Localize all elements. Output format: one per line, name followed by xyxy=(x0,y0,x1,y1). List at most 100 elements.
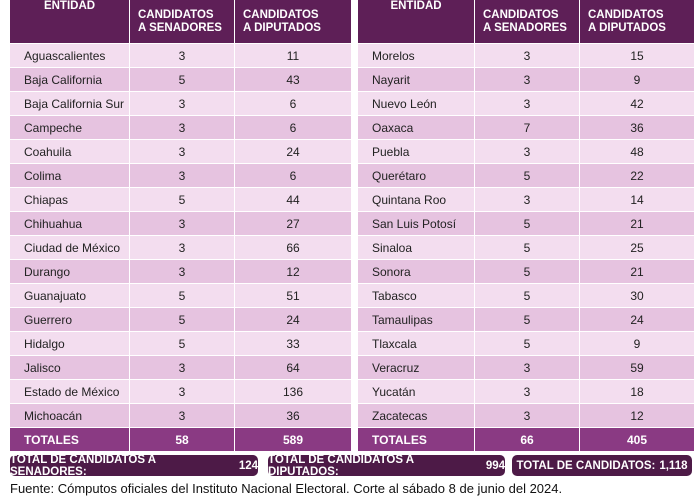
number-cell: 59 xyxy=(580,356,695,380)
state-cell: Colima xyxy=(10,164,130,188)
state-cell: Chiapas xyxy=(10,188,130,212)
number-cell: 6 xyxy=(235,116,352,140)
number-cell: 15 xyxy=(580,44,695,68)
number-cell: 5 xyxy=(475,308,580,332)
number-cell: 3 xyxy=(475,68,580,92)
number-cell: 5 xyxy=(475,236,580,260)
header-text: CANDIDATOS xyxy=(138,8,214,21)
number-cell: 24 xyxy=(580,308,695,332)
state-cell: Tabasco xyxy=(358,284,475,308)
total-cell: TOTALES xyxy=(10,428,130,452)
total-cell: 405 xyxy=(580,428,695,452)
number-cell: 6 xyxy=(235,92,352,116)
state-cell: Querétaro xyxy=(358,164,475,188)
header-text: ENTIDAD xyxy=(390,0,442,12)
number-cell: 51 xyxy=(235,284,352,308)
number-cell: 21 xyxy=(580,260,695,284)
number-cell: 5 xyxy=(475,260,580,284)
state-cell: Jalisco xyxy=(10,356,130,380)
state-cell: Aguascalientes xyxy=(10,44,130,68)
header-text: A DIPUTADOS xyxy=(588,21,666,34)
state-cell: Coahuila xyxy=(10,140,130,164)
number-cell: 6 xyxy=(235,164,352,188)
number-cell: 22 xyxy=(580,164,695,188)
state-cell: Quintana Roo xyxy=(358,188,475,212)
number-cell: 136 xyxy=(235,380,352,404)
number-cell: 3 xyxy=(130,260,235,284)
number-cell: 3 xyxy=(130,140,235,164)
state-cell: Chihuahua xyxy=(10,212,130,236)
number-cell: 3 xyxy=(475,140,580,164)
number-cell: 7 xyxy=(475,116,580,140)
number-cell: 66 xyxy=(235,236,352,260)
total-cell: 66 xyxy=(475,428,580,452)
summary-box: TOTAL DE CANDIDATOS: 1,118 xyxy=(512,455,692,476)
state-cell: Guanajuato xyxy=(10,284,130,308)
number-cell: 5 xyxy=(130,188,235,212)
summary-label: TOTAL DE CANDIDATOS: xyxy=(516,459,656,472)
number-cell: 5 xyxy=(130,308,235,332)
state-cell: Nuevo León xyxy=(358,92,475,116)
number-cell: 3 xyxy=(130,212,235,236)
header-cell: ENTIDAD xyxy=(358,0,475,44)
number-cell: 36 xyxy=(235,404,352,428)
number-cell: 3 xyxy=(475,356,580,380)
number-cell: 3 xyxy=(475,44,580,68)
state-cell: Tlaxcala xyxy=(358,332,475,356)
number-cell: 3 xyxy=(130,380,235,404)
number-cell: 5 xyxy=(130,68,235,92)
state-cell: Estado de México xyxy=(10,380,130,404)
summary-value: 994 xyxy=(485,459,505,472)
number-cell: 11 xyxy=(235,44,352,68)
number-cell: 12 xyxy=(235,260,352,284)
summary-value: 1,118 xyxy=(659,459,688,472)
header-cell: CANDIDATOS A SENADORES xyxy=(475,0,580,44)
total-cell: TOTALES xyxy=(358,428,475,452)
summary-label: TOTAL DE CANDIDATOS A SENADORES: xyxy=(10,453,156,478)
number-cell: 3 xyxy=(475,380,580,404)
state-cell: Oaxaca xyxy=(358,116,475,140)
state-cell: Veracruz xyxy=(358,356,475,380)
number-cell: 5 xyxy=(475,212,580,236)
header-cell: ENTIDAD xyxy=(10,0,130,44)
total-cell: 589 xyxy=(235,428,352,452)
state-cell: Guerrero xyxy=(10,308,130,332)
number-cell: 14 xyxy=(580,188,695,212)
number-cell: 30 xyxy=(580,284,695,308)
number-cell: 5 xyxy=(130,332,235,356)
header-cell: CANDIDATOS A DIPUTADOS xyxy=(235,0,352,44)
number-cell: 43 xyxy=(235,68,352,92)
number-cell: 9 xyxy=(580,332,695,356)
state-cell: Sonora xyxy=(358,260,475,284)
state-cell: Baja California Sur xyxy=(10,92,130,116)
number-cell: 3 xyxy=(475,404,580,428)
header-text: A SENADORES xyxy=(138,21,222,34)
header-cell: CANDIDATOS A DIPUTADOS xyxy=(580,0,695,44)
summary-label: TOTAL DE CANDIDATOS A DIPUTADOS: xyxy=(268,453,414,478)
state-cell: Baja California xyxy=(10,68,130,92)
source: Fuente: Cómputos oficiales del Instituto… xyxy=(10,481,563,496)
number-cell: 3 xyxy=(130,116,235,140)
number-cell: 44 xyxy=(235,188,352,212)
state-cell: Morelos xyxy=(358,44,475,68)
state-cell: San Luis Potosí xyxy=(358,212,475,236)
total-cell: 58 xyxy=(130,428,235,452)
header-text: A SENADORES xyxy=(483,21,567,34)
number-cell: 27 xyxy=(235,212,352,236)
state-cell: Puebla xyxy=(358,140,475,164)
state-cell: Zacatecas xyxy=(358,404,475,428)
summary-value: 124 xyxy=(238,459,258,472)
state-cell: Sinaloa xyxy=(358,236,475,260)
state-cell: Campeche xyxy=(10,116,130,140)
number-cell: 3 xyxy=(130,356,235,380)
state-cell: Durango xyxy=(10,260,130,284)
number-cell: 3 xyxy=(130,404,235,428)
number-cell: 3 xyxy=(130,44,235,68)
number-cell: 5 xyxy=(475,332,580,356)
header-cell: CANDIDATOS A SENADORES xyxy=(130,0,235,44)
number-cell: 3 xyxy=(130,236,235,260)
number-cell: 5 xyxy=(475,164,580,188)
number-cell: 64 xyxy=(235,356,352,380)
number-cell: 9 xyxy=(580,68,695,92)
state-cell: Michoacán xyxy=(10,404,130,428)
